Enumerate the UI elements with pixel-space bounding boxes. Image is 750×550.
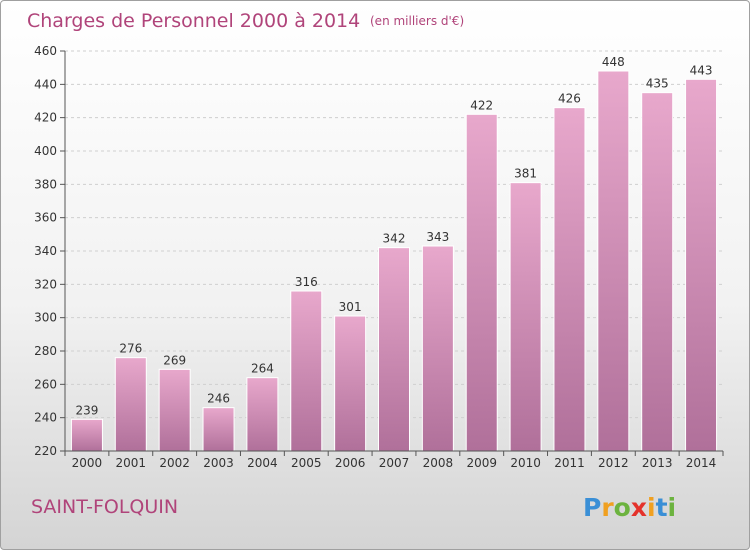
logo-letter: r bbox=[601, 493, 614, 522]
x-tick-label-2009: 2009 bbox=[466, 456, 497, 470]
y-axis: 220 240 260 280 300 320 340 360 380 400 420 440 460 bbox=[34, 44, 66, 458]
x-tick-label-2012: 2012 bbox=[598, 456, 629, 470]
bar-2013 bbox=[641, 92, 674, 452]
x-tick-label-2002: 2002 bbox=[159, 456, 190, 470]
bar-2014 bbox=[685, 78, 718, 452]
bar-2000 bbox=[70, 418, 103, 452]
value-label-2002: 269 bbox=[163, 353, 186, 367]
value-label-2011: 426 bbox=[558, 92, 581, 106]
logo-letter: i bbox=[668, 493, 677, 522]
bar-2010 bbox=[509, 182, 542, 452]
value-label-2012: 448 bbox=[602, 55, 625, 69]
x-tick-label-2014: 2014 bbox=[686, 456, 717, 470]
y-tick-label: 220 bbox=[34, 444, 57, 458]
y-tick-label: 400 bbox=[34, 144, 57, 158]
value-label-2007: 342 bbox=[383, 232, 406, 246]
x-axis: 2000 2001 2002 2003 2004 2005 2006 2007 2008 2009… bbox=[64, 450, 724, 470]
x-tick-label-2007: 2007 bbox=[379, 456, 410, 470]
chart-subtitle: (en milliers d'€) bbox=[370, 14, 464, 28]
logo-letter: t bbox=[656, 493, 668, 522]
value-label-2004: 264 bbox=[251, 362, 274, 376]
logo-letter: i bbox=[647, 493, 656, 522]
chart-title: Charges de Personnel 2000 à 2014 bbox=[27, 10, 360, 32]
bar-2008 bbox=[421, 245, 454, 452]
y-tick-label: 320 bbox=[34, 277, 57, 291]
value-label-2006: 301 bbox=[339, 300, 362, 314]
y-tick-label: 280 bbox=[34, 344, 57, 358]
logo-letter: P bbox=[583, 493, 601, 522]
value-label-2010: 381 bbox=[514, 167, 537, 181]
value-label-2009: 422 bbox=[470, 98, 493, 112]
x-tick-label-2010: 2010 bbox=[510, 456, 541, 470]
value-label-2014: 443 bbox=[690, 63, 713, 77]
bar-2001 bbox=[114, 357, 147, 452]
y-tick-label: 440 bbox=[34, 77, 57, 91]
commune-name: SAINT-FOLQUIN bbox=[31, 496, 178, 518]
value-label-2003: 246 bbox=[207, 392, 230, 406]
y-tick-label: 240 bbox=[34, 411, 57, 425]
logo-letter: x bbox=[631, 493, 647, 522]
x-tick-label-2001: 2001 bbox=[116, 456, 147, 470]
bar-2011 bbox=[553, 107, 586, 452]
proxiti-logo: Proxiti bbox=[583, 493, 676, 522]
bar-2005 bbox=[290, 290, 323, 452]
value-label-2000: 239 bbox=[75, 403, 98, 417]
bar-2012 bbox=[597, 70, 630, 452]
x-tick-label-2005: 2005 bbox=[291, 456, 322, 470]
x-tick-label-2013: 2013 bbox=[642, 456, 673, 470]
value-label-2001: 276 bbox=[119, 342, 142, 356]
bar-2006 bbox=[334, 315, 367, 452]
x-tick-label-2003: 2003 bbox=[203, 456, 234, 470]
x-tick-label-2008: 2008 bbox=[423, 456, 454, 470]
value-label-2013: 435 bbox=[646, 77, 669, 91]
value-label-2005: 316 bbox=[295, 275, 318, 289]
y-tick-label: 460 bbox=[34, 44, 57, 58]
bar-2004 bbox=[246, 377, 279, 452]
value-label-2008: 343 bbox=[426, 230, 449, 244]
y-tick-label: 300 bbox=[34, 311, 57, 325]
x-tick-label-2000: 2000 bbox=[72, 456, 103, 470]
y-tick-label: 260 bbox=[34, 377, 57, 391]
value-labels: 239 276 269 246 264 316 301 342 343 422 381 426 448 4… bbox=[75, 55, 712, 417]
y-tick-label: 380 bbox=[34, 177, 57, 191]
bar-2003 bbox=[202, 407, 235, 452]
x-tick-label-2011: 2011 bbox=[554, 456, 585, 470]
bar-2009 bbox=[465, 113, 498, 452]
y-tick-label: 340 bbox=[34, 244, 57, 258]
bar-2007 bbox=[378, 247, 410, 452]
x-tick-label-2006: 2006 bbox=[335, 456, 366, 470]
bars bbox=[70, 70, 718, 452]
y-tick-label: 360 bbox=[34, 211, 57, 225]
logo-letter: o bbox=[614, 493, 631, 522]
bar-2002 bbox=[158, 368, 191, 452]
x-tick-label-2004: 2004 bbox=[247, 456, 278, 470]
y-tick-label: 420 bbox=[34, 111, 57, 125]
